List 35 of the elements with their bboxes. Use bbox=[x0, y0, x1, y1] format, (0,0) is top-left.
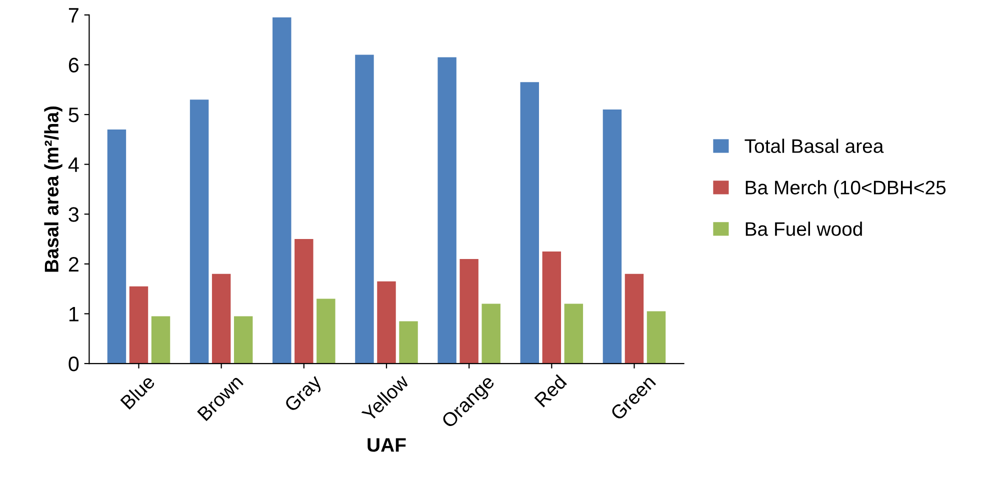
legend-label: Total Basal area bbox=[744, 138, 884, 153]
bar bbox=[234, 316, 253, 364]
y-tick-label: 6 bbox=[68, 58, 79, 72]
y-tick-label: 0 bbox=[68, 356, 79, 372]
y-tick-label: 4 bbox=[68, 158, 79, 172]
y-axis-title: Basal area (m²/ha) bbox=[44, 106, 62, 272]
y-tick-label: 1 bbox=[69, 306, 78, 322]
legend-label: Ba Fuel wood bbox=[746, 222, 862, 236]
bar bbox=[482, 304, 500, 364]
bar bbox=[355, 54, 374, 364]
bar bbox=[190, 100, 209, 364]
bar bbox=[460, 258, 478, 364]
x-tick-label: Blue bbox=[120, 374, 156, 410]
bar bbox=[399, 321, 418, 364]
bar bbox=[316, 298, 336, 364]
y-tick-label: 5 bbox=[68, 108, 79, 122]
bar bbox=[646, 311, 666, 364]
x-axis-title: UAF bbox=[368, 438, 406, 452]
y-tick-label: 7 bbox=[68, 8, 78, 22]
legend-label: Ba Merch (10<DBH<25 bbox=[746, 180, 946, 198]
bar bbox=[564, 304, 584, 364]
y-tick-label: 3 bbox=[68, 207, 79, 222]
bar bbox=[272, 17, 292, 364]
bar bbox=[151, 316, 170, 364]
bar bbox=[129, 286, 148, 364]
bar bbox=[520, 82, 539, 364]
bar bbox=[602, 110, 622, 364]
bar bbox=[377, 281, 396, 364]
bar bbox=[212, 274, 231, 364]
bar bbox=[438, 57, 456, 364]
bar bbox=[542, 251, 562, 364]
bar bbox=[294, 239, 314, 364]
bar bbox=[107, 129, 126, 364]
y-tick-label: 2 bbox=[68, 256, 78, 272]
bar bbox=[624, 274, 644, 364]
